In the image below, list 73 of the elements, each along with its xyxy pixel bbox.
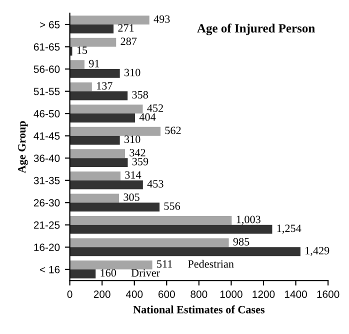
bar: [70, 202, 160, 212]
data-label: 15: [77, 46, 88, 54]
data-label: 404: [139, 113, 156, 121]
bar: [70, 180, 143, 190]
data-label: 310: [124, 136, 140, 144]
y-tick-label: 46-50: [34, 110, 60, 118]
y-tick-label: 31-35: [34, 176, 60, 184]
data-label: 314: [125, 171, 142, 179]
data-label: 556: [164, 202, 180, 210]
data-label: 1,254: [277, 224, 302, 234]
y-axis-title: Age Group: [18, 121, 28, 174]
bar: [70, 82, 92, 92]
series-label: Pedestrian: [188, 260, 234, 268]
bar: [70, 60, 84, 70]
x-tick-label: 1200: [252, 290, 275, 298]
data-label: 1,429: [306, 246, 330, 256]
data-label: 452: [147, 104, 163, 112]
bar: [70, 16, 150, 24]
y-tick-label: 41-45: [34, 132, 60, 140]
x-tick-label: 800: [190, 290, 208, 298]
series-label: Driver: [131, 269, 160, 277]
bar: [70, 136, 120, 145]
bar: [70, 24, 114, 34]
data-label: 359: [132, 158, 148, 166]
bar: [70, 69, 120, 78]
y-tick-label: > 65: [40, 20, 60, 28]
text: Age of Injured Person: [197, 24, 315, 36]
bar: [70, 149, 126, 158]
x-tick-label: 1600: [317, 290, 340, 298]
data-label: 305: [124, 193, 140, 201]
data-label: 160: [100, 269, 116, 277]
data-label: 287: [120, 38, 137, 46]
bar: [70, 194, 120, 203]
data-label: 493: [154, 15, 170, 23]
y-tick-label: 56-60: [34, 66, 60, 73]
x-axis-title: National Estimates of Cases: [133, 305, 265, 314]
data-label: 1,003: [236, 216, 260, 225]
bar: [70, 216, 232, 225]
data-label: 271: [118, 24, 134, 32]
data-label: 342: [130, 148, 146, 156]
x-tick-label: 0: [67, 290, 72, 298]
bar: [70, 171, 120, 180]
bar: [70, 158, 128, 167]
bar: [70, 38, 116, 47]
bar: [70, 224, 272, 234]
bar: [70, 104, 143, 114]
bar: [70, 247, 300, 256]
x-tick-label: 200: [94, 290, 110, 298]
bar: [70, 91, 128, 100]
data-label: 453: [147, 180, 164, 188]
y-tick-label: 26-30: [34, 199, 60, 207]
x-tick-label: 1400: [284, 290, 307, 298]
bar: [70, 238, 229, 248]
data-label: 511: [157, 260, 172, 268]
x-tick-label: 1000: [220, 290, 242, 298]
data-label: 310: [124, 68, 140, 76]
y-tick-label: 36-40: [34, 154, 60, 162]
y-tick-label: 16-20: [34, 244, 60, 252]
data-label: 985: [233, 238, 250, 246]
bar: [70, 126, 161, 136]
y-tick-label: 21-25: [34, 221, 60, 229]
data-label: 358: [132, 91, 148, 99]
y-tick-label: < 16: [40, 266, 60, 274]
y-tick-label: 61-65: [34, 43, 60, 51]
data-label: 91: [89, 60, 100, 68]
y-tick-label: 51-55: [34, 88, 60, 96]
bar: [70, 260, 152, 270]
bar: [70, 114, 136, 122]
x-tick-label: 600: [158, 290, 175, 298]
data-label: 137: [97, 82, 112, 90]
data-label: 562: [165, 126, 181, 134]
bar: [70, 269, 96, 278]
x-tick-label: 400: [126, 290, 143, 298]
